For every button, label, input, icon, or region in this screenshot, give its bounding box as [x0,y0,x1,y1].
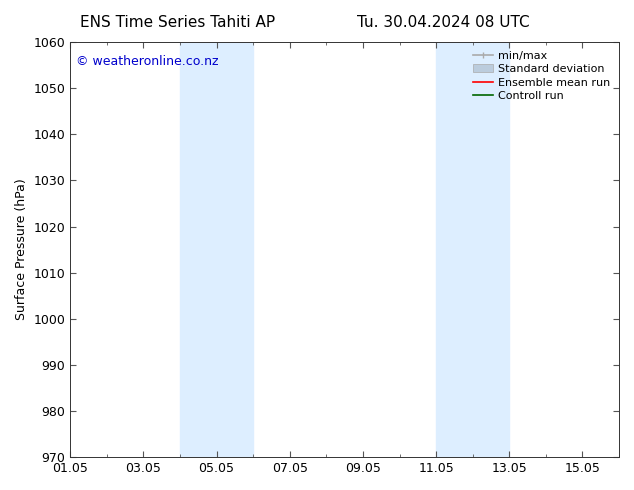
Text: Tu. 30.04.2024 08 UTC: Tu. 30.04.2024 08 UTC [358,15,530,30]
Bar [436,42,509,457]
Legend: min/max, Standard deviation, Ensemble mean run, Controll run: min/max, Standard deviation, Ensemble me… [470,48,614,104]
Bar [180,42,253,457]
Text: ENS Time Series Tahiti AP: ENS Time Series Tahiti AP [80,15,275,30]
Text: © weatheronline.co.nz: © weatheronline.co.nz [76,54,218,68]
Y-axis label: Surface Pressure (hPa): Surface Pressure (hPa) [15,179,28,320]
